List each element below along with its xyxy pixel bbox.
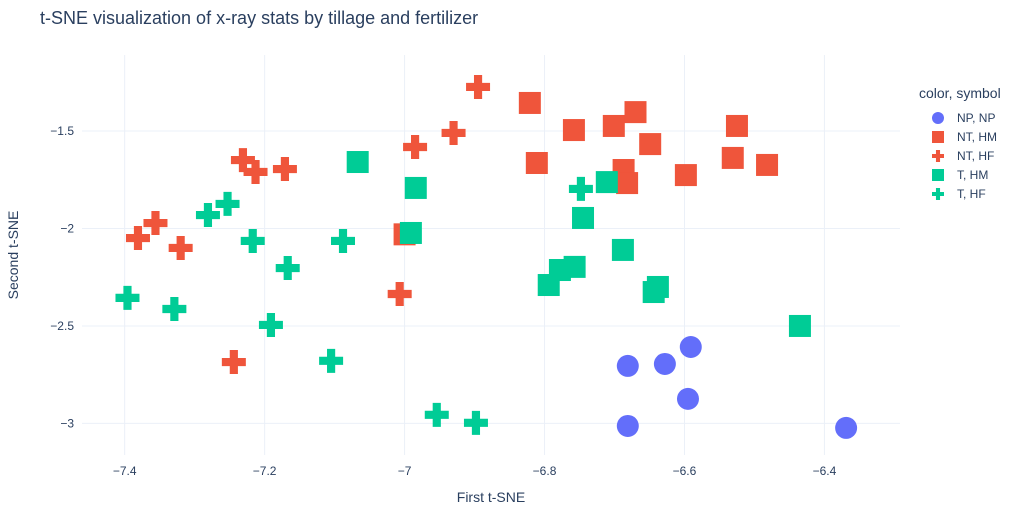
data-point (653, 352, 676, 375)
data-point (674, 164, 697, 187)
y-tick-label: −2.5 (50, 319, 74, 333)
data-point (676, 387, 699, 410)
x-tick-label: −7.2 (253, 464, 277, 478)
data-point (272, 157, 297, 182)
data-point (230, 148, 255, 173)
data-point (463, 410, 488, 435)
x-tick-label: −6.6 (673, 464, 697, 478)
legend-item[interactable]: NT, HF (932, 149, 994, 163)
legend-label: T, HM (957, 168, 988, 182)
data-point (387, 281, 412, 306)
data-point (756, 153, 779, 176)
x-axis-label: First t-SNE (457, 489, 525, 505)
series-np-np (616, 336, 858, 439)
data-point (162, 296, 187, 321)
legend-marker-square (932, 131, 944, 143)
data-point (725, 114, 748, 137)
data-point (518, 91, 541, 114)
data-point (215, 191, 240, 216)
data-point (221, 350, 246, 375)
data-point (679, 336, 702, 359)
data-point (404, 176, 427, 199)
data-point (125, 226, 150, 251)
legend-item[interactable]: NP, NP (932, 111, 995, 125)
data-point (399, 221, 422, 244)
data-point (572, 206, 595, 229)
x-tick-label: −6.4 (813, 464, 837, 478)
grid (82, 55, 900, 455)
legend-item[interactable]: NT, HM (932, 130, 997, 144)
legend-item[interactable]: T, HF (932, 187, 986, 201)
tick-labels: −7.4 −7.2 −7 −6.8 −6.6 −6.4 −1.5 −2 −2.5 −3 (50, 124, 836, 478)
legend: NP, NP NT, HM NT, HF T, HM T, HF (932, 111, 997, 201)
data-point (331, 228, 356, 253)
legend-marker-circle (932, 112, 944, 124)
data-point (568, 176, 593, 201)
legend-label: NT, HM (957, 130, 997, 144)
data-point (624, 101, 647, 124)
data-point (639, 133, 662, 156)
series-nt-hf (125, 74, 491, 375)
data-point (646, 275, 669, 298)
data-point (115, 285, 140, 310)
data-point (835, 416, 858, 439)
y-tick-label: −2 (60, 221, 74, 235)
data-point (616, 354, 639, 377)
data-point (424, 402, 449, 427)
data-point (258, 312, 283, 337)
data-point (537, 274, 560, 297)
legend-label: NP, NP (957, 111, 995, 125)
data-points (115, 74, 858, 439)
chart-title: t-SNE visualization of x-ray stats by ti… (40, 8, 478, 28)
x-tick-label: −7 (398, 464, 412, 478)
data-point (616, 414, 639, 437)
y-axis-label: Second t-SNE (5, 211, 21, 300)
series-t-hf (115, 176, 593, 435)
data-point (788, 314, 811, 337)
data-point (466, 74, 491, 99)
data-point (319, 348, 344, 373)
data-point (595, 171, 618, 194)
legend-title: color, symbol (919, 85, 1001, 101)
data-point (240, 228, 265, 253)
y-tick-label: −1.5 (50, 124, 74, 138)
data-point (562, 119, 585, 142)
legend-label: T, HF (957, 187, 986, 201)
x-tick-label: −6.8 (533, 464, 557, 478)
data-point (721, 146, 744, 169)
series-t-hm (346, 151, 811, 337)
legend-marker-square (932, 169, 944, 181)
data-point (441, 120, 466, 145)
data-point (275, 256, 300, 281)
data-point (346, 151, 369, 174)
data-point (611, 238, 634, 261)
data-point (525, 151, 548, 174)
y-tick-label: −3 (60, 416, 74, 430)
data-point (143, 211, 168, 236)
x-tick-label: −7.4 (113, 464, 137, 478)
data-point (602, 114, 625, 137)
data-point (403, 135, 428, 160)
data-point (616, 172, 639, 195)
legend-marker-cross (932, 188, 945, 201)
data-point (243, 159, 268, 184)
data-point (195, 203, 220, 228)
legend-label: NT, HF (957, 149, 994, 163)
legend-item[interactable]: T, HM (932, 168, 988, 182)
legend-marker-cross (932, 150, 945, 163)
data-point (168, 235, 193, 260)
